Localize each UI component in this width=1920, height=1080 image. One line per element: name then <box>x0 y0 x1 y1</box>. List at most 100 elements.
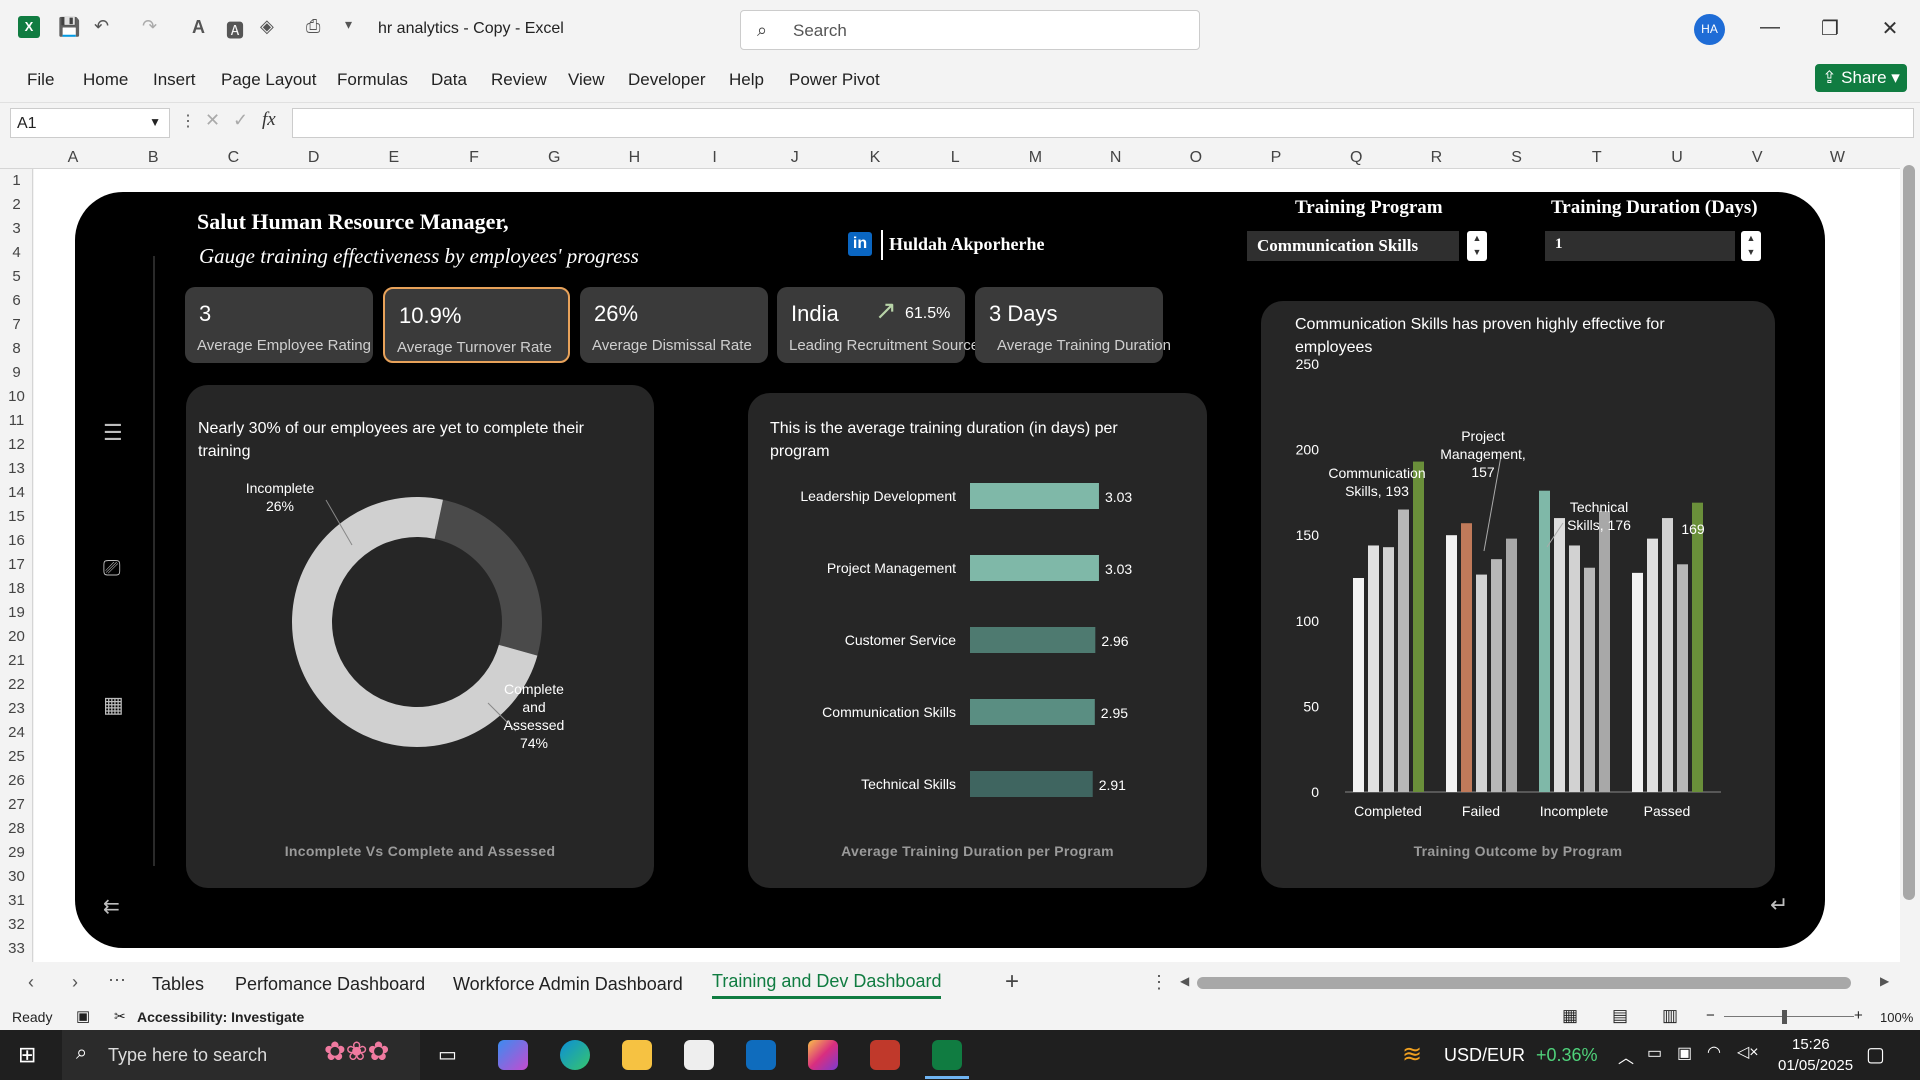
camera-icon[interactable]: ▣ <box>1677 1045 1693 1062</box>
column-header[interactable]: E <box>388 149 400 166</box>
sheet-tab-workforce[interactable]: Workforce Admin Dashboard <box>453 974 683 994</box>
row-header[interactable]: 9 <box>12 364 21 381</box>
copilot-icon[interactable] <box>498 1040 528 1070</box>
column-header[interactable]: R <box>1430 149 1443 166</box>
name-box[interactable]: A1 ▼ <box>10 108 170 138</box>
duration-select[interactable]: 1 <box>1545 231 1735 261</box>
page-break-view-icon[interactable]: ▥ <box>1662 1006 1679 1025</box>
horizontal-scroll-thumb[interactable] <box>1197 977 1851 989</box>
row-header[interactable]: 25 <box>8 748 25 765</box>
row-header[interactable]: 10 <box>8 388 25 405</box>
tab-insert[interactable]: Insert <box>153 70 196 89</box>
more-options-icon[interactable]: ⋮ <box>1150 972 1168 992</box>
row-header[interactable]: 4 <box>12 244 21 261</box>
row-header[interactable]: 14 <box>8 484 25 501</box>
program-spinner[interactable]: ▲ ▼ <box>1467 231 1487 261</box>
column-header[interactable]: P <box>1270 149 1282 166</box>
column-header[interactable]: F <box>469 149 479 166</box>
save-icon[interactable]: 💾 <box>58 17 81 37</box>
row-header[interactable]: 8 <box>12 340 21 357</box>
row-header[interactable]: 32 <box>8 916 25 933</box>
row-header[interactable]: 2 <box>12 196 21 213</box>
avatar[interactable]: HA <box>1694 14 1725 45</box>
excel-taskbar-icon[interactable] <box>932 1040 962 1070</box>
column-header[interactable]: D <box>307 149 320 166</box>
scroll-right-icon[interactable]: ▶ <box>1880 974 1890 988</box>
accessibility-status[interactable]: Accessibility: Investigate <box>137 1009 305 1025</box>
column-header[interactable]: K <box>869 149 881 166</box>
tab-home[interactable]: Home <box>83 70 129 89</box>
training-icon[interactable]: ⎚ <box>103 555 121 580</box>
tab-file[interactable]: File <box>27 70 55 89</box>
column-header[interactable]: O <box>1189 149 1203 166</box>
column-header[interactable]: V <box>1751 149 1763 166</box>
row-header[interactable]: 17 <box>8 556 25 573</box>
battery-icon[interactable]: ▭ <box>1647 1045 1663 1062</box>
function-icon[interactable]: fx <box>262 109 276 130</box>
formula-input[interactable] <box>292 108 1914 138</box>
program-select[interactable]: Communication Skills <box>1247 231 1459 261</box>
redo-icon[interactable]: ↷ <box>142 16 158 36</box>
windows-start-icon[interactable]: ⊞ <box>18 1042 37 1067</box>
search-input[interactable]: ⌕ Search <box>740 10 1200 50</box>
column-header[interactable]: Q <box>1349 149 1363 166</box>
row-header[interactable]: 33 <box>8 940 25 957</box>
row-header[interactable]: 26 <box>8 772 25 789</box>
row-header[interactable]: 15 <box>8 508 25 525</box>
sheet-tab-performance[interactable]: Perfomance Dashboard <box>235 974 426 994</box>
font-color-icon[interactable]: A <box>192 17 205 37</box>
chevron-down-icon[interactable]: ▼ <box>149 115 161 129</box>
app-icon[interactable] <box>870 1040 900 1070</box>
column-header[interactable]: C <box>227 149 240 166</box>
minimize-icon[interactable]: — <box>1760 16 1780 38</box>
accessibility-icon[interactable]: ✂ <box>114 1008 126 1024</box>
macro-icon[interactable]: ▣ <box>76 1008 91 1025</box>
table-icon[interactable]: ▦ <box>103 692 124 717</box>
text-box-icon[interactable]: 🅰 <box>226 21 244 41</box>
page-layout-view-icon[interactable]: ▤ <box>1612 1006 1629 1025</box>
zoom-out-icon[interactable]: − <box>1706 1007 1715 1024</box>
row-header[interactable]: 1 <box>12 172 21 189</box>
column-header[interactable]: G <box>547 149 561 166</box>
column-header[interactable]: B <box>147 149 159 166</box>
column-header[interactable]: L <box>950 149 960 166</box>
row-header[interactable]: 11 <box>8 412 25 429</box>
column-header[interactable]: A <box>67 149 79 166</box>
edge-icon[interactable] <box>560 1040 590 1070</box>
row-header[interactable]: 13 <box>8 460 25 477</box>
row-header[interactable]: 19 <box>8 604 25 621</box>
next-sheet-icon[interactable]: › <box>72 972 78 992</box>
task-view-icon[interactable]: ▭ <box>438 1044 457 1066</box>
tab-page-layout[interactable]: Page Layout <box>221 70 317 89</box>
scroll-left-icon[interactable]: ◀ <box>1180 974 1190 988</box>
column-header[interactable]: W <box>1829 149 1845 166</box>
tab-review[interactable]: Review <box>491 70 547 89</box>
row-header[interactable]: 3 <box>12 220 21 237</box>
tab-data[interactable]: Data <box>431 70 467 89</box>
back-arrow-icon[interactable]: ⇇ <box>103 896 120 918</box>
column-header[interactable]: J <box>790 149 799 166</box>
return-icon[interactable]: ↵ <box>1770 892 1789 917</box>
outlook-icon[interactable] <box>746 1040 776 1070</box>
menu-icon[interactable]: ☰ <box>103 420 123 445</box>
undo-icon[interactable]: ↶ <box>94 16 110 36</box>
duration-spinner[interactable]: ▲ ▼ <box>1741 231 1761 261</box>
tab-view[interactable]: View <box>568 70 605 89</box>
linkedin-icon[interactable]: in <box>848 232 872 256</box>
share-button[interactable]: ⇪ Share ▾ <box>1815 64 1907 92</box>
row-header[interactable]: 5 <box>12 268 21 285</box>
column-header[interactable]: S <box>1511 149 1522 166</box>
volume-icon[interactable]: ◁× <box>1737 1044 1759 1061</box>
more-sheets-icon[interactable]: ⋯ <box>108 970 126 990</box>
wifi-icon[interactable]: ◠ <box>1707 1044 1721 1061</box>
row-header[interactable]: 6 <box>12 292 21 309</box>
row-header[interactable]: 29 <box>8 844 25 861</box>
vertical-scroll-thumb[interactable] <box>1903 165 1915 900</box>
row-header[interactable]: 27 <box>8 796 25 813</box>
cancel-icon[interactable]: ✕ <box>205 110 221 130</box>
column-header[interactable]: U <box>1671 149 1683 166</box>
column-header[interactable]: N <box>1109 149 1122 166</box>
sheet-tab-training[interactable]: Training and Dev Dashboard <box>712 971 942 999</box>
camera-icon[interactable]: ⎙ <box>306 16 321 36</box>
row-header[interactable]: 30 <box>8 868 25 885</box>
